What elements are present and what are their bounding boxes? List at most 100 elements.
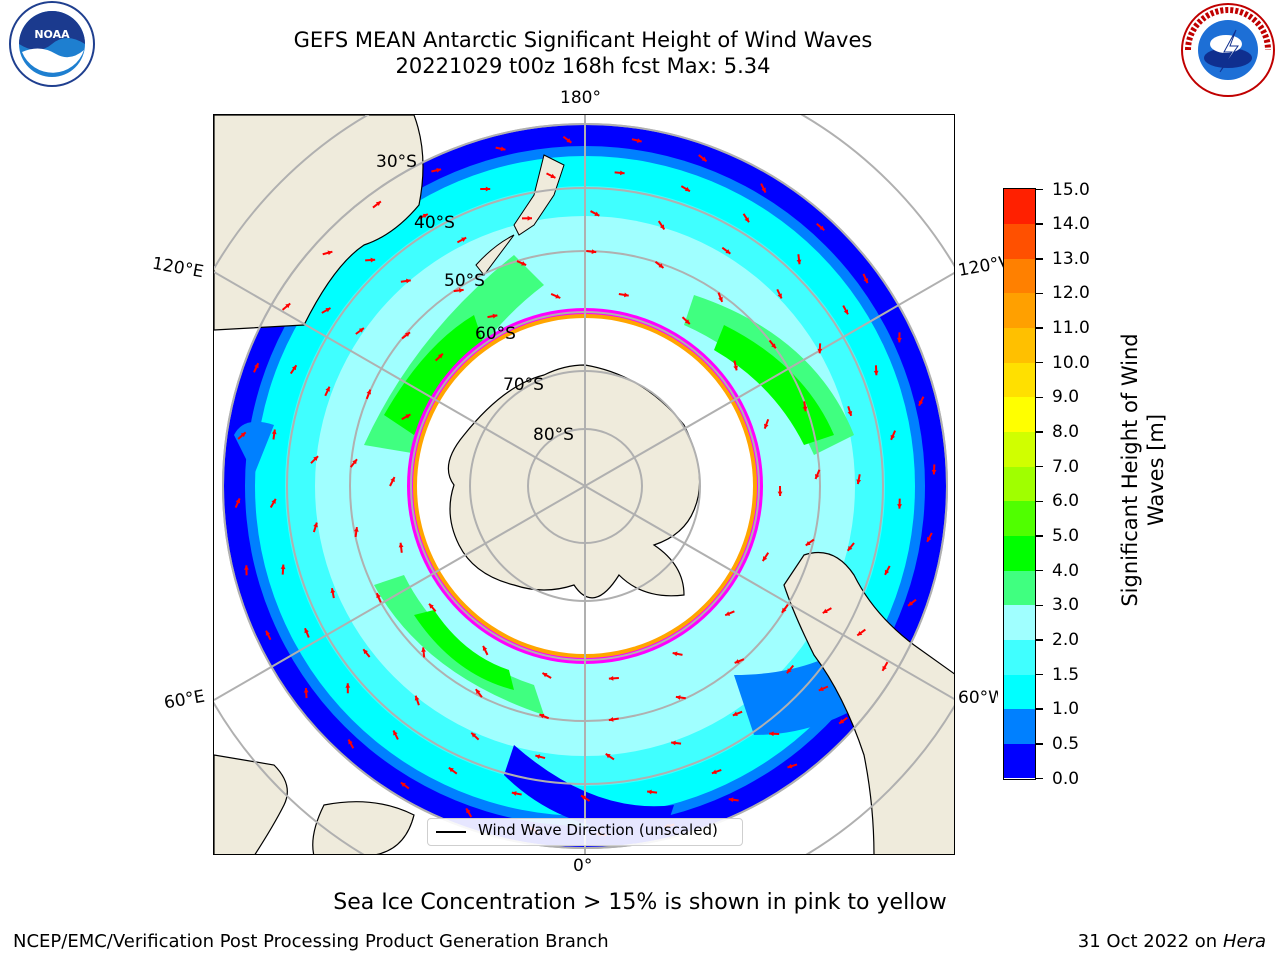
lat-label-60s: 60°S: [475, 324, 516, 344]
wave-arrow-head: [370, 257, 376, 263]
wave-arrow-head: [605, 753, 611, 759]
colorbar-segment: [1004, 223, 1035, 259]
wind-wave-arrows: [234, 135, 937, 837]
wave-arrow-head: [908, 601, 913, 606]
wave-arrow-head: [527, 215, 532, 221]
wave-arrow-head: [896, 337, 902, 343]
wave-arrow-head: [366, 389, 371, 395]
colorbar-tick-label: 1.5: [1052, 664, 1080, 685]
wave-arrow-head: [240, 432, 246, 438]
wave-arrow-head: [406, 278, 411, 284]
wave-arrow-head: [421, 647, 426, 653]
wave-arrow-head: [436, 167, 442, 173]
wave-arrow-head: [291, 365, 297, 371]
wave-arrow-head: [624, 292, 629, 298]
colorbar-tick-label: 15.0: [1052, 179, 1090, 200]
colorbar-segment: [1004, 674, 1035, 710]
wave-arrow-head: [890, 434, 896, 440]
wave-arrow-head: [363, 649, 368, 655]
colorbar-tick-mark: [1036, 535, 1043, 537]
wave-arrow-head: [761, 187, 766, 193]
footer-date: 31 Oct 2022 on Hera: [1078, 931, 1266, 952]
lon-label-60e: 60°E: [162, 686, 207, 714]
lon-label-120e: 120°E: [150, 253, 206, 283]
wave-arrow-head: [732, 711, 738, 716]
wave-arrow-head: [265, 630, 271, 636]
wave-arrow-head: [485, 186, 491, 192]
wave-arrow-head: [594, 211, 600, 216]
wave-arrow-head: [581, 795, 587, 800]
wave-arrow-head: [818, 686, 824, 691]
colorbar-tick-mark: [1036, 188, 1043, 191]
lat-label-80s: 80°S: [533, 425, 574, 445]
wave-arrow-head: [353, 527, 359, 532]
wave-arrow-head: [675, 695, 681, 700]
lon-label-0: 0°: [573, 856, 593, 876]
wave-arrow-head: [358, 328, 364, 333]
wave-arrow-head: [672, 651, 678, 657]
wave-arrow-head: [500, 146, 506, 152]
wave-arrow-head: [566, 138, 572, 143]
colorbar-segment: [1004, 535, 1035, 571]
wave-arrow-head: [839, 719, 845, 724]
colorbar-tick-label: 13.0: [1052, 248, 1090, 269]
wave-arrow-head: [897, 504, 902, 509]
wave-arrow-head: [733, 365, 738, 371]
colorbar-segment: [1004, 292, 1035, 329]
wave-arrow-head: [325, 386, 330, 392]
colorbar-tick-label: 0.0: [1052, 768, 1080, 789]
wave-arrow-head: [535, 754, 541, 759]
colorbar-segment: [1004, 466, 1035, 502]
wave-arrow-head: [918, 400, 924, 406]
footer-credit: NCEP/EMC/Verification Post Processing Pr…: [13, 931, 609, 952]
wave-arrow-head: [671, 740, 676, 746]
colorbar-segment: [1004, 189, 1035, 225]
colorbar-tick-label: 10.0: [1052, 352, 1090, 373]
wave-arrow-head: [805, 540, 811, 546]
wave-arrow-head: [304, 628, 309, 634]
wave-arrow-head: [376, 593, 381, 599]
colorbar-tick-mark: [1036, 673, 1043, 676]
wave-arrow-head: [863, 278, 868, 284]
colorbar-tick-mark: [1036, 465, 1043, 468]
wave-arrow-head: [539, 713, 545, 719]
wave-arrow-head: [471, 732, 477, 738]
wave-arrow-head: [787, 763, 793, 769]
colorbar-segment: [1004, 708, 1035, 744]
wave-arrow-head: [511, 791, 517, 796]
wave-arrow-head: [303, 688, 309, 693]
wave-arrow-head: [884, 569, 890, 575]
lat-label-50s: 50°S: [444, 271, 485, 291]
wave-arrow-head: [285, 303, 291, 309]
wave-arrow-head: [398, 542, 404, 548]
colorbar-tick-mark: [1036, 327, 1043, 329]
colorbar-tick-label: 4.0: [1052, 560, 1080, 581]
wave-arrow-head: [429, 603, 434, 609]
footer-date-text: 31 Oct 2022 on: [1077, 931, 1223, 952]
wave-arrow-head: [817, 348, 823, 354]
wave-arrow-head: [636, 138, 642, 143]
colorbar-tick-label: 3.0: [1052, 595, 1080, 616]
wave-arrow-head: [348, 739, 353, 745]
wave-arrow-head: [769, 731, 774, 737]
land: [214, 115, 954, 854]
colorbar-tick-label: 11.0: [1052, 318, 1090, 339]
wave-arrow-head: [235, 498, 241, 504]
wave-arrow-head: [438, 353, 443, 359]
wave-arrow-head: [684, 319, 690, 324]
wave-arrow-head: [555, 294, 561, 299]
wave-arrow-head: [802, 406, 808, 412]
colorbar-tick-label: 2.0: [1052, 629, 1080, 650]
wave-arrow-head: [728, 797, 734, 803]
legend-line-marker: [436, 831, 466, 833]
wave-arrow-head: [492, 313, 498, 319]
wave-arrow-head: [815, 473, 820, 479]
colorbar-tick-mark: [1036, 292, 1043, 295]
wave-arrow-head: [521, 261, 527, 266]
wave-arrow-head: [375, 201, 381, 206]
wave-arrow-head: [271, 498, 276, 504]
wave-arrow-head: [550, 173, 556, 179]
wave-arrow-head: [254, 363, 259, 369]
colorbar-segment: [1004, 258, 1035, 294]
wave-arrow-head: [591, 249, 597, 255]
